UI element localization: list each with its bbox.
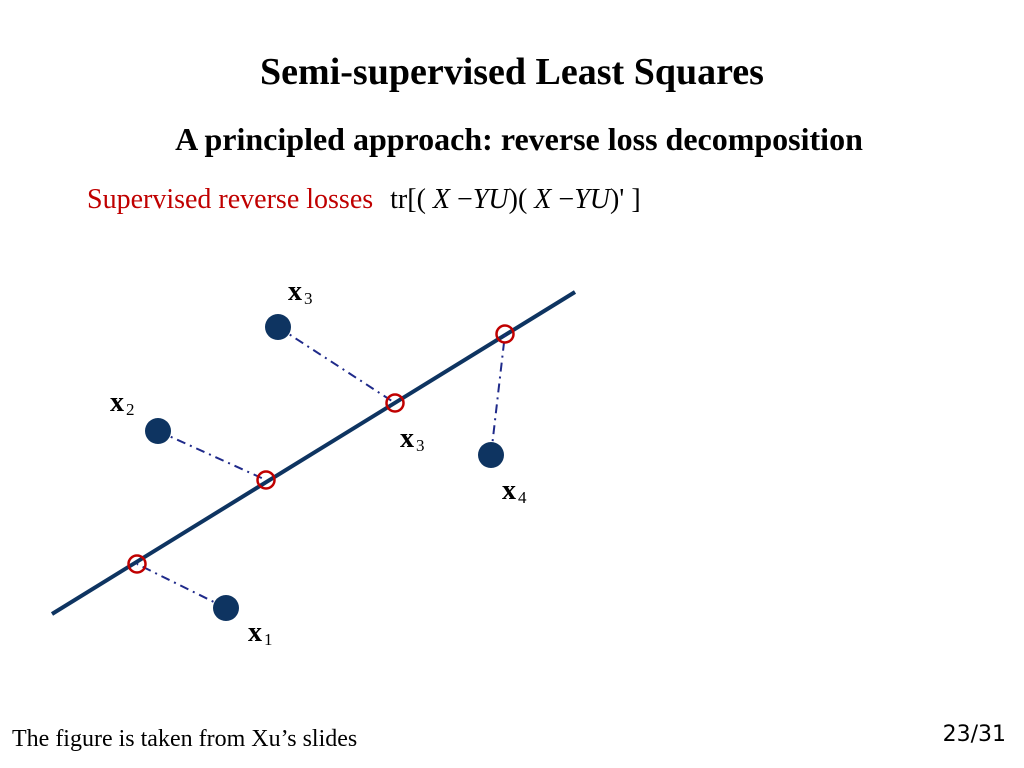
data-points bbox=[145, 314, 504, 621]
page-number: 23/31 bbox=[942, 722, 1006, 747]
formula-suffix: )' ] bbox=[609, 184, 641, 215]
projection-x2 bbox=[256, 470, 276, 490]
formula-yu2: YU bbox=[574, 184, 610, 215]
formula-yu1: YU bbox=[472, 184, 509, 215]
dash-x3 bbox=[277, 326, 396, 404]
loss-label: Supervised reverse losses bbox=[87, 184, 374, 215]
projection-x4 bbox=[495, 324, 515, 344]
loss-formula: tr[(X −YU)(X −YU)' ] bbox=[390, 184, 641, 215]
dash-x1 bbox=[136, 563, 227, 609]
projection-x3 bbox=[385, 393, 405, 413]
slide-subtitle: A principled approach: reverse loss deco… bbox=[175, 121, 863, 157]
formula-prefix: tr[( bbox=[390, 184, 426, 215]
projection-x1 bbox=[127, 554, 147, 574]
formula-x2: X bbox=[534, 184, 552, 215]
projection-dashes bbox=[136, 326, 506, 609]
formula-x1: X bbox=[432, 184, 451, 215]
data-point-x3 bbox=[265, 314, 291, 340]
data-point-x4 bbox=[478, 442, 504, 468]
formula-minus2: − bbox=[558, 184, 575, 215]
formula-minus1: − bbox=[457, 184, 473, 215]
loss-row: Supervised reverse losses tr[(X −YU)(X −YU… bbox=[87, 184, 641, 216]
regression-line bbox=[50, 290, 577, 616]
projection-points bbox=[127, 324, 515, 574]
footer-note: The figure is taken from Xu’s slides bbox=[12, 726, 358, 752]
dash-x2 bbox=[157, 430, 267, 481]
slide-title: Semi-supervised Least Squares bbox=[260, 51, 764, 93]
dash-x4 bbox=[490, 333, 506, 456]
formula-mid: )( bbox=[508, 184, 528, 215]
data-point-x2 bbox=[145, 418, 171, 444]
data-point-x1 bbox=[213, 595, 239, 621]
